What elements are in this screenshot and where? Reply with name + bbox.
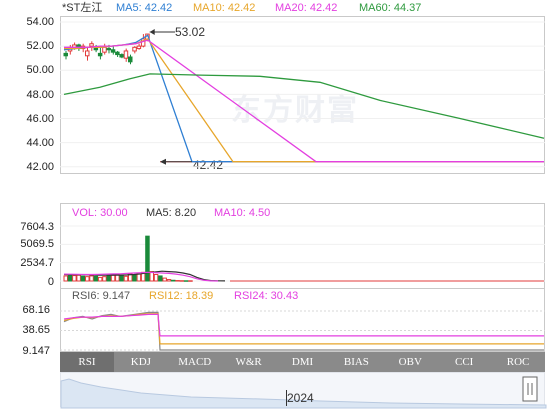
tab-roc[interactable]: ROC <box>506 356 530 368</box>
vol-ma5-legend: MA5: 8.20 <box>146 207 197 219</box>
candle <box>119 54 124 58</box>
volume-bar <box>106 275 111 282</box>
volume-bar <box>158 275 163 282</box>
volume-bar <box>183 280 189 282</box>
volume-bar <box>67 273 73 282</box>
volume-bar <box>145 235 150 282</box>
vol-y-tick: 5069.5 <box>20 238 54 250</box>
tab-macd[interactable]: MACD <box>178 356 212 368</box>
volume-bar <box>115 273 120 282</box>
price-y-tick: 44.00 <box>26 137 54 149</box>
rsi-y-tick: 68.16 <box>22 304 50 316</box>
navigator-area <box>60 378 547 409</box>
candle <box>128 56 133 63</box>
volume-bar <box>179 280 185 282</box>
range-navigator[interactable] <box>60 372 547 409</box>
price-panel: 东方财富 <box>60 16 545 174</box>
volume-bar <box>97 276 103 282</box>
volume-bar <box>72 275 77 282</box>
volume-bar <box>89 275 94 282</box>
ma60-legend: MA60: 44.37 <box>359 2 422 14</box>
ma5-legend: MA5: 42.42 <box>116 2 173 14</box>
price-y-tick: 48.00 <box>26 89 54 101</box>
price-y-tick: 50.00 <box>26 64 54 76</box>
price-y-tick: 52.00 <box>26 40 54 52</box>
volume-bar <box>110 274 116 282</box>
vol-y-tick: 2534.7 <box>20 257 54 269</box>
vol-ma10-line <box>63 271 219 282</box>
volume-bar <box>162 277 167 282</box>
price-y-tick: 46.00 <box>26 113 54 125</box>
candle <box>85 50 90 57</box>
tab-rsi[interactable]: RSI <box>60 352 114 372</box>
volume-bar <box>123 275 129 282</box>
tab-cci[interactable]: CCI <box>455 356 474 368</box>
rsi24-legend: RSI24: 30.43 <box>234 290 299 302</box>
volume-bar <box>175 280 180 282</box>
ma-line-ma10 <box>64 38 544 163</box>
volume-bar <box>63 275 68 282</box>
volume-panel <box>60 203 545 289</box>
ma-line-ma20 <box>64 39 544 163</box>
volume-bar <box>149 271 154 282</box>
volume-bar <box>132 274 137 282</box>
price-y-tick: 42.00 <box>26 161 54 173</box>
vol-ma10-legend: MA10: 4.50 <box>214 207 271 219</box>
candle <box>89 43 94 47</box>
ma-line-ma60 <box>63 73 545 139</box>
year-tick <box>286 390 287 406</box>
volume-bar <box>166 279 172 282</box>
navigator-year: 2024 <box>287 391 314 405</box>
candle <box>132 46 137 52</box>
tab-wr[interactable]: W&R <box>235 356 262 368</box>
candle <box>115 51 120 56</box>
tab-kdj[interactable]: KDJ <box>130 356 151 368</box>
volume-bar <box>153 273 159 282</box>
price-y-tick: 54.00 <box>26 16 54 28</box>
candle <box>63 52 68 57</box>
tab-bias[interactable]: BIAS <box>343 356 369 368</box>
rsi-panel <box>60 289 545 352</box>
high-annotation: 53.02 <box>175 25 206 39</box>
candle <box>123 50 129 59</box>
vol-y-tick: 7604.3 <box>20 221 54 233</box>
volume-bar <box>171 279 176 282</box>
rsi6-legend: RSI6: 9.147 <box>72 290 131 302</box>
tab-obv[interactable]: OBV <box>398 356 422 368</box>
candle <box>106 48 111 51</box>
volume-bar <box>85 276 90 282</box>
rsi-y-tick: 38.65 <box>22 324 50 336</box>
volume-bar <box>119 275 124 282</box>
high-arrowhead <box>149 29 155 35</box>
ma20-legend: MA20: 42.42 <box>275 2 338 14</box>
volume-bar <box>136 273 142 282</box>
volume-bar <box>76 274 81 282</box>
volume-bar <box>188 280 193 282</box>
volume-bar <box>102 276 107 282</box>
vol-legend: VOL: 30.00 <box>72 207 128 219</box>
low-arrowhead <box>160 158 166 165</box>
volume-bar <box>93 275 99 282</box>
tab-dmi[interactable]: DMI <box>291 356 314 368</box>
candle <box>110 49 116 53</box>
watermark: 东方财富 <box>231 94 359 127</box>
rsi12-legend: RSI12: 18.39 <box>149 290 214 302</box>
candle <box>102 46 107 53</box>
candle <box>136 45 142 50</box>
navigator-handle-icon[interactable] <box>522 376 538 402</box>
vol-y-tick: 0 <box>47 276 54 288</box>
stock-name: *ST左江 <box>62 2 103 14</box>
rsi-line-rsi24 <box>63 313 544 337</box>
volume-bar <box>80 275 86 282</box>
candle <box>97 52 103 57</box>
rsi-line-rsi12 <box>63 313 544 345</box>
indicator-tab-bar: RSI KDJ MACD W&R DMI BIAS OBV CCI ROC <box>60 352 545 372</box>
ma10-legend: MA10: 42.42 <box>193 2 256 14</box>
rsi-y-tick: 9.147 <box>22 345 50 357</box>
